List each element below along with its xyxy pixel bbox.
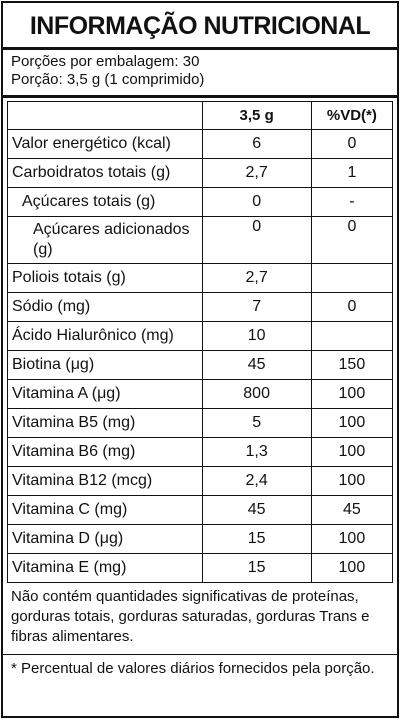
- nutrient-value: 15: [201, 524, 312, 554]
- nutrient-value: 6: [201, 129, 312, 159]
- nutrient-value: 0: [201, 187, 312, 217]
- note: Não contém quantidades significativas de…: [3, 585, 397, 655]
- nutrient-value: [310, 321, 394, 351]
- table-row: Açúcares adicionados (g) 0 0: [7, 216, 394, 264]
- table-row: Carboidratos totais (g) 2,7 1: [7, 158, 394, 188]
- nutrient-value: 7: [201, 292, 312, 322]
- table-row: Vitamina B5 (mg) 5 100: [7, 408, 394, 438]
- serving-size: Porção: 3,5 g (1 comprimido): [11, 71, 205, 88]
- nutrient-value: 45: [310, 495, 394, 525]
- servings-per-package: Porções por embalagem: 30: [11, 53, 200, 70]
- table-row: Vitamina B12 (mcg) 2,4 100: [7, 466, 394, 496]
- nutrient-value: -: [310, 187, 394, 217]
- nutrient-name: Vitamina B12 (mcg): [7, 466, 203, 496]
- nutrient-value: 800: [201, 379, 312, 409]
- nutrient-name: Ácido Hialurônico (mg): [7, 321, 203, 351]
- nutrient-value: 45: [201, 495, 312, 525]
- table-row: Vitamina E (mg) 15 100: [7, 553, 394, 583]
- column-header: 3,5 g: [201, 101, 312, 130]
- nutrient-value: 100: [310, 379, 394, 409]
- nutrient-value: 0: [201, 216, 312, 264]
- nutrient-value: 100: [310, 553, 394, 583]
- nutrient-name: Vitamina E (mg): [7, 553, 203, 583]
- nutrient-name: Poliois totais (g): [7, 263, 203, 293]
- footnote: * Percentual de valores diários fornecid…: [11, 660, 375, 677]
- table-row: Vitamina A (μg) 800 100: [7, 379, 394, 409]
- nutrient-value: 100: [310, 466, 394, 496]
- nutrient-value: 0: [310, 216, 394, 264]
- nutrient-value: 100: [310, 524, 394, 554]
- nutrient-value: 150: [310, 350, 394, 380]
- nutrient-value: 10: [201, 321, 312, 351]
- nutrient-value: 1: [310, 158, 394, 188]
- table-row: Valor energético (kcal) 6 0: [7, 129, 394, 159]
- header-row: 3,5 g %VD(*): [7, 101, 394, 130]
- nutrient-value: 15: [201, 553, 312, 583]
- nutrient-name: Vitamina C (mg): [7, 495, 203, 525]
- column-header: %VD(*): [310, 101, 394, 130]
- table-row: Vitamina B6 (mg) 1,3 100: [7, 437, 394, 467]
- table-row: Sódio (mg) 7 0: [7, 292, 394, 322]
- nutrient-value: 0: [310, 292, 394, 322]
- nutrient-name: Biotina (μg): [7, 350, 203, 380]
- nutrient-value: 45: [201, 350, 312, 380]
- nutrient-name: Vitamina B6 (mg): [7, 437, 203, 467]
- nutrient-value: 2,4: [201, 466, 312, 496]
- nutrient-name: Sódio (mg): [7, 292, 203, 322]
- nutrient-name: Vitamina B5 (mg): [7, 408, 203, 438]
- nutrient-name: Vitamina D (μg): [7, 524, 203, 554]
- table-row: Poliois totais (g) 2,7: [7, 263, 394, 293]
- table-row: Vitamina D (μg) 15 100: [7, 524, 394, 554]
- nutrient-name: Vitamina A (μg): [7, 379, 203, 409]
- nutrient-name: Açúcares totais (g): [7, 187, 203, 217]
- table-row: Açúcares totais (g) 0-: [7, 187, 394, 217]
- nutrient-value: 100: [310, 437, 394, 467]
- nutrient-value: 5: [201, 408, 312, 438]
- table-row: Biotina (μg) 45 150: [7, 350, 394, 380]
- column-header: [7, 101, 203, 130]
- nutrient-value: 100: [310, 408, 394, 438]
- title: INFORMAÇÃO NUTRICIONAL: [3, 3, 397, 50]
- nutrient-value: 1,3: [201, 437, 312, 467]
- serving-info: Porções por embalagem: 30 Porção: 3,5 g …: [3, 50, 397, 98]
- nutrient-name: Valor energético (kcal): [7, 129, 203, 159]
- nutrient-name: Carboidratos totais (g): [7, 158, 203, 188]
- nutrition-table: 3,5 g %VD(*) Valor energético (kcal) 6 0 Car…: [7, 101, 394, 583]
- nutrient-name: Açúcares adicionados (g): [7, 216, 203, 264]
- table-row: Ácido Hialurônico (mg) 10: [7, 321, 394, 351]
- nutrient-value: 2,7: [201, 263, 312, 293]
- nutrient-value: [310, 263, 394, 293]
- table-row: Vitamina C (mg) 45 45: [7, 495, 394, 525]
- nutrient-value: 2,7: [201, 158, 312, 188]
- nutrient-value: 0: [310, 129, 394, 159]
